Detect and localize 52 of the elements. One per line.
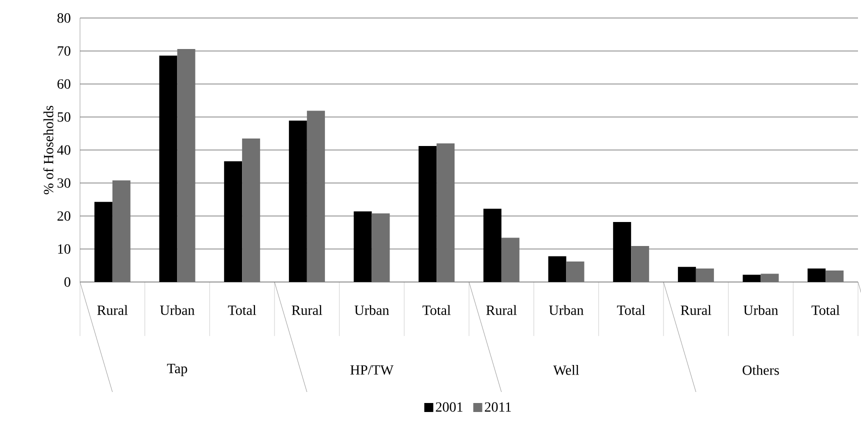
x-tick-label: Rural [486, 305, 517, 315]
bar [826, 270, 844, 282]
y-tick-label: 80 [57, 13, 70, 23]
text: HP/TW [350, 365, 394, 375]
bar [112, 180, 130, 282]
bar [483, 208, 502, 282]
x-tick-label: Total [617, 305, 646, 315]
bar [354, 211, 372, 282]
bar [159, 56, 178, 282]
bar [418, 146, 437, 282]
text: Others [742, 365, 779, 375]
x-tick-label: Total [228, 305, 256, 315]
bar [501, 238, 520, 282]
y-axis-title: % of Hoseholds [43, 106, 54, 194]
x-tick-label: Rural [292, 305, 322, 315]
y-tick-label: 60 [57, 79, 70, 89]
x-tick-label: Urban [354, 305, 390, 315]
bar [548, 256, 566, 282]
x-tick-label: Rural [680, 305, 712, 315]
bar [372, 213, 390, 282]
bar [808, 268, 826, 282]
x-tick-label: Rural [97, 305, 128, 315]
x-tick-label: Urban [744, 305, 778, 315]
bar [760, 274, 779, 282]
bar [224, 161, 242, 282]
x-tick-label: Total [812, 305, 840, 315]
bar [436, 143, 455, 282]
y-tick-label: 40 [57, 145, 70, 155]
y-tick-label: 70 [58, 46, 70, 56]
bar [566, 262, 584, 282]
text: Tap [167, 364, 188, 376]
legend-label: 2011 [484, 402, 511, 412]
y-tick-label: 0 [64, 277, 70, 287]
bar [678, 266, 696, 282]
bar [288, 120, 307, 282]
bar [94, 202, 112, 282]
x-tick-label: Urban [549, 305, 584, 315]
y-tick-label: 20 [57, 211, 70, 221]
bar [696, 268, 714, 282]
y-tick-label: 10 [58, 244, 70, 254]
bar [177, 49, 196, 282]
legend-label: 2001 [436, 402, 462, 412]
bar [242, 138, 260, 282]
text: Well [553, 365, 580, 375]
bar [742, 274, 761, 282]
x-tick-label: Urban [160, 305, 195, 315]
bar [306, 110, 325, 282]
bar [631, 246, 650, 282]
x-tick-label: Total [422, 305, 451, 315]
bar [613, 222, 632, 282]
y-tick-label: 30 [58, 178, 70, 188]
y-tick-label: 50 [58, 112, 70, 122]
